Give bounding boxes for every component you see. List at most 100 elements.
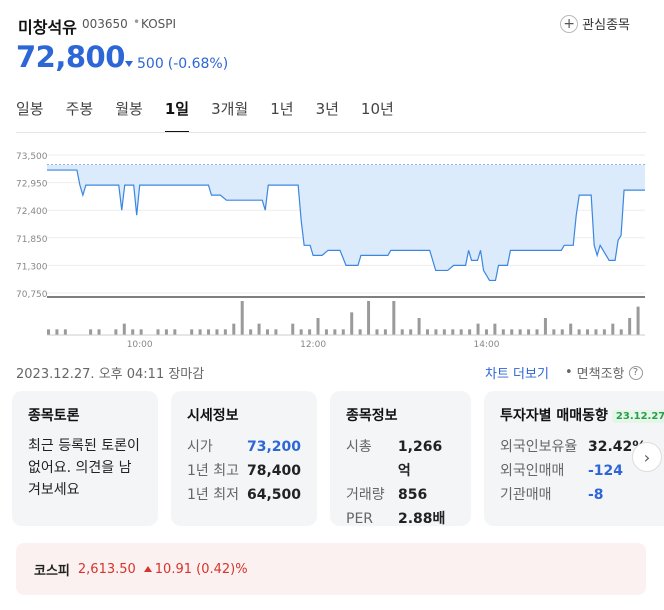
foreign-ratio-value: 32.42% [588,439,647,455]
down-arrow-icon [125,61,133,67]
volume-bar [375,329,379,335]
stock-info-card[interactable]: 종목정보 시총 1,266억 거래량 856 PER 2.88배 [330,391,471,527]
market-info-card[interactable]: 시세정보 시가 73,200 1년 최고 78,400 1년 최저 64,500 [171,391,317,526]
volume-bar [518,329,522,335]
investor-title: 투자자별 매매동향 [500,408,608,424]
discussion-empty-text: 최근 등록된 토론이 없어요. 의견을 남겨보세요 [28,438,140,498]
discussion-card[interactable]: 종목토론 최근 등록된 토론이 없어요. 의견을 남겨보세요 [12,391,158,526]
volume-bar [198,329,202,335]
volume-bar [510,329,514,335]
volume-bar [274,329,278,335]
volume-bar [215,329,219,335]
foreign-trade-label: 외국인매매 [500,463,565,479]
y-tick-label: 72,400 [16,207,48,217]
current-price: 72,800 [16,40,125,74]
volume-bar [173,329,177,335]
tab-1day[interactable]: 1일 [164,100,190,133]
volume-bar [434,329,438,335]
change-amount: 500 [137,56,164,72]
volume-bar [47,329,50,335]
stock-info-title: 종목정보 [346,408,398,424]
volume-bar [265,329,269,335]
volume-bar [409,329,413,335]
volume-bar [577,329,581,335]
tab-divider [16,132,646,133]
volume-bar [139,329,143,335]
per-label: PER [346,511,374,527]
volume-bar [164,329,168,335]
volume-bar [341,329,345,335]
y-tick-label: 71,300 [16,262,48,272]
volume-bar [636,306,640,335]
volume-bar [468,329,472,335]
volume-bar [619,329,623,335]
tab-daily[interactable]: 일봉 [16,100,44,118]
tab-monthly[interactable]: 월봉 [115,100,143,118]
volume-bar [232,323,236,335]
institution-trade-label: 기관매매 [500,487,552,503]
tab-1year[interactable]: 1년 [270,100,294,118]
x-tick-label: 12:00 [300,340,326,350]
volume-bar [55,329,59,335]
y-tick-label: 72,950 [16,180,48,190]
disclaimer-label: 면책조항 [576,367,625,382]
volume-bar [543,318,547,335]
volume-bar [308,329,312,335]
volume-bar [324,329,328,335]
link-separator: • [565,365,573,380]
volume-bar [602,329,606,335]
volume-bar [442,329,446,335]
volume-bar [560,329,564,335]
kospi-value: 2,613.50 [77,561,136,577]
help-icon[interactable]: ? [628,365,643,380]
open-label: 시가 [187,439,213,455]
change-percent: (-0.68%) [167,56,229,72]
volume-bar [569,323,573,335]
volume-bar [316,318,320,335]
volume-bar [484,329,488,335]
investor-date-badge: 23.12.27 [611,410,664,423]
volume-bar [249,329,253,335]
volume-bar [63,329,67,335]
price-change: 500 (-0.68%) [125,56,228,72]
tab-10year[interactable]: 10년 [360,100,394,118]
market-name: KOSPI [141,17,177,31]
volume-bar [358,329,362,335]
y-tick-label: 71,850 [16,235,48,245]
investor-title-row: 투자자별 매매동향 23.12.27 [500,405,664,425]
volume-bar [383,329,387,335]
tab-3year[interactable]: 3년 [315,100,339,118]
year-high-value: 78,400 [246,463,301,479]
volume-bar [459,329,463,335]
volume-bar [535,329,539,335]
stock-code: 003650 [82,17,128,31]
volume-bar [333,329,337,335]
tab-3month[interactable]: 3개월 [211,100,249,118]
volume-bar [122,323,126,335]
volume-bar [190,329,194,335]
intraday-chart[interactable]: 73,500 72,950 72,400 71,850 71,300 70,750 10:0… [0,140,664,350]
volume-bar [291,323,295,335]
disclaimer-link[interactable]: • 면책조항 ? [565,363,643,382]
period-tabs: 일봉 주봉 월봉 1일 3개월 1년 3년 10년 [16,98,416,133]
volume-bar [451,329,455,335]
volume-bar [586,329,590,335]
investor-card[interactable]: 투자자별 매매동향 23.12.27 외국인보유율 32.42% 외국인매매 -124… [484,391,664,526]
stock-name: 미창석유 [18,18,77,37]
volume-bar [628,318,632,335]
volume-bar [400,329,404,335]
price-area [47,165,645,281]
chart-more-link[interactable]: 차트 더보기 [485,367,549,382]
volume-bar [527,329,531,335]
tab-weekly[interactable]: 주봉 [65,100,94,118]
volume-bar [131,329,135,335]
volume-bar [417,318,421,335]
kospi-banner[interactable]: 코스피 2,613.50 10.91 (0.42)% [16,543,646,595]
per-value: 2.88배 [398,511,446,527]
volume-bar [156,329,160,335]
next-card-button[interactable]: › [632,442,662,472]
volume-bar [257,323,261,335]
add-favorite-button[interactable]: + 관심종목 [560,14,630,33]
open-value: 73,200 [246,439,301,455]
kospi-change: 10.91 (0.42)% [154,561,248,577]
